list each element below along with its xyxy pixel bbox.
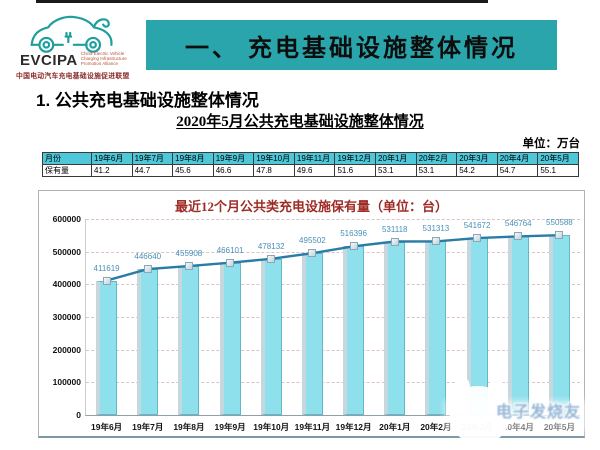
evcipa-logo: EVCIPA China Electric Vehicle Charging I…	[10, 10, 140, 80]
bar-value-label: 531118	[381, 224, 408, 234]
logo-english-name: China Electric Vehicle Charging Infrastr…	[80, 51, 127, 67]
y-tick-label: 300000	[52, 312, 81, 322]
line-marker	[431, 237, 440, 246]
gridline	[86, 349, 580, 351]
line-marker	[308, 249, 317, 258]
chart-panel: 最近12个月公共类充电设施保有量（单位：台） 0 100000 200000 3000…	[38, 190, 585, 438]
table-unit-label: 单位：万台	[522, 138, 581, 150]
table-header-cell: 20年3月	[456, 151, 498, 166]
x-tick-label: 19年6月	[90, 422, 123, 432]
bar-value-label: 516396	[340, 229, 367, 239]
bar-value-label: 550588	[546, 218, 573, 228]
y-tick-label: 200000	[52, 344, 81, 355]
section-title-banner: 一、 充电基础设施整体情况	[146, 20, 557, 70]
table-header-cell: 19年7月	[131, 151, 174, 166]
bar-value-label: 495502	[299, 236, 326, 246]
bar-value-label: 541672	[463, 221, 491, 231]
bar-value-label: 455908	[175, 249, 203, 259]
y-tick-label: 0	[76, 410, 81, 420]
x-tick-label: 20年4月	[502, 422, 534, 432]
x-tick-label: 19年8月	[173, 422, 205, 432]
table-header-cell: 20年5月	[537, 151, 579, 166]
table-header-cell: 19年9月	[212, 151, 255, 166]
x-tick-label: 20年1月	[379, 422, 411, 432]
x-tick-label: 19年9月	[214, 422, 246, 432]
table-header-cell: 19年10月	[253, 151, 295, 166]
gridline	[86, 284, 580, 286]
x-tick-label: 19年10月	[253, 422, 290, 432]
table-data-cell: 54.7	[496, 164, 539, 178]
table-data-cell: 45.6	[172, 164, 214, 178]
bar-value-label: 446640	[134, 252, 162, 262]
line-series	[106, 233, 560, 282]
y-tick-label: 500000	[52, 246, 81, 257]
table-header-cell: 月份	[42, 151, 92, 166]
ev-car-icon	[30, 15, 113, 53]
x-tick-label: 20年3月	[461, 422, 493, 432]
table-data-cell: 41.2	[91, 164, 133, 178]
table-data-cell: 55.1	[537, 164, 579, 178]
table-header-cell: 20年1月	[375, 151, 417, 166]
chart-title: 最近12个月公共类充电设施保有量（单位：台）	[174, 199, 448, 214]
x-tick-label: 19年12月	[335, 422, 372, 432]
x-tick-label: 20年5月	[543, 422, 575, 432]
table-header-cell: 19年6月	[91, 151, 133, 166]
gridline	[86, 219, 580, 220]
line-marker	[349, 242, 358, 251]
monthly-holdings-table: 月份 19年6月 19年7月 19年8月 19年9月 19年10月 19年11月 19年12月…	[42, 151, 579, 178]
table-data-cell: 47.8	[253, 164, 295, 178]
bar-value-label: 531313	[422, 224, 450, 234]
table-header-cell: 19年12月	[334, 151, 377, 166]
top-border-line	[36, 0, 488, 3]
line-marker	[555, 231, 564, 240]
bar-value-label: 546764	[504, 219, 532, 229]
table-data-cell: 保有量	[42, 164, 92, 178]
table-title: 2020年5月公共充电基础设施整体情况	[176, 114, 424, 130]
line-marker	[226, 258, 235, 267]
gridline	[86, 317, 580, 318]
table-data-cell: 49.6	[293, 164, 336, 178]
section-title: 一、 充电基础设施整体情况	[185, 35, 518, 62]
gridline	[86, 251, 580, 253]
table-data-cell: 53.1	[415, 164, 458, 178]
x-tick-label: 20年2月	[420, 422, 452, 432]
line-marker	[267, 254, 276, 263]
line-marker	[514, 232, 523, 241]
y-tick-label: 400000	[52, 279, 81, 290]
line-marker	[184, 262, 193, 271]
table-data-cell: 44.7	[131, 164, 174, 178]
table-data-cell: 53.1	[375, 164, 417, 178]
y-tick-label: 600000	[52, 214, 81, 224]
line-marker	[143, 265, 152, 274]
line-marker	[102, 276, 111, 285]
subsection-title: 1. 公共充电基础设施整体情况	[36, 91, 259, 110]
table-data-cell: 46.6	[212, 164, 255, 178]
logo-wordmark: EVCIPA	[20, 51, 78, 69]
x-tick-label: 19年7月	[132, 422, 164, 432]
bar-value-label: 411619	[93, 263, 120, 273]
bar-value-label: 466101	[216, 245, 244, 255]
table-data-cell: 54.2	[456, 164, 498, 178]
line-marker	[390, 237, 399, 246]
gridline	[86, 382, 580, 384]
table-header-cell: 19年11月	[293, 151, 336, 166]
logo-chinese-name: 中国电动汽车充电基础设施促进联盟	[16, 72, 130, 80]
line-marker	[473, 234, 482, 243]
table-header-cell: 20年4月	[496, 151, 539, 166]
table-header-cell: 19年8月	[172, 151, 214, 166]
bar-value-label: 478132	[257, 241, 285, 251]
table-header-cell: 20年2月	[415, 151, 458, 166]
table-data-cell: 51.6	[334, 164, 377, 178]
x-tick-label: 19年11月	[294, 422, 331, 432]
y-tick-label: 100000	[52, 377, 81, 388]
plot-area: 0 100000 200000 300000 400000 500000 600000 411…	[53, 214, 580, 432]
